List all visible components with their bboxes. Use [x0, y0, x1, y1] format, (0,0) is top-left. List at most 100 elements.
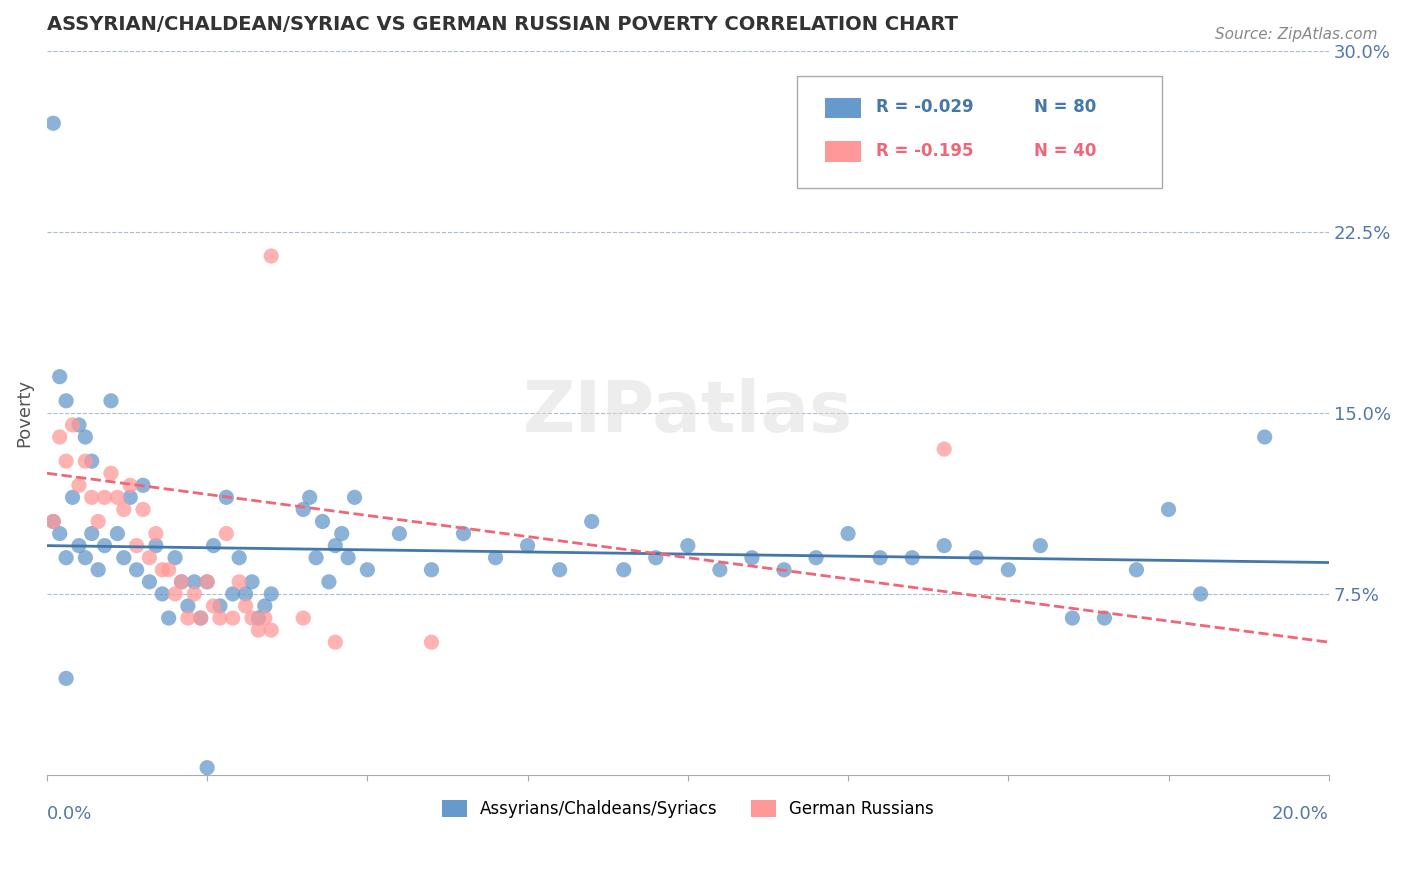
- Point: [247, 623, 270, 637]
- Point: [87, 563, 110, 577]
- FancyBboxPatch shape: [797, 76, 1163, 188]
- Point: [112, 502, 135, 516]
- Text: Source: ZipAtlas.com: Source: ZipAtlas.com: [1215, 27, 1378, 42]
- FancyBboxPatch shape: [825, 98, 860, 118]
- Point: [837, 526, 859, 541]
- Point: [869, 550, 891, 565]
- Text: ZIPatlas: ZIPatlas: [523, 378, 853, 448]
- Point: [323, 635, 346, 649]
- Point: [741, 550, 763, 565]
- Point: [240, 574, 263, 589]
- Point: [613, 563, 636, 577]
- Point: [42, 515, 65, 529]
- Point: [934, 442, 956, 456]
- Point: [145, 526, 167, 541]
- Point: [453, 526, 475, 541]
- Point: [292, 502, 315, 516]
- Point: [235, 599, 257, 613]
- Point: [80, 454, 103, 468]
- Point: [356, 563, 378, 577]
- Point: [48, 526, 70, 541]
- Point: [343, 491, 366, 505]
- Point: [157, 611, 180, 625]
- Point: [208, 599, 231, 613]
- Point: [965, 550, 987, 565]
- Point: [100, 467, 122, 481]
- Point: [1125, 563, 1147, 577]
- Point: [150, 563, 173, 577]
- Point: [112, 550, 135, 565]
- Point: [177, 599, 200, 613]
- Point: [170, 574, 193, 589]
- Text: N = 80: N = 80: [1033, 98, 1097, 116]
- Point: [804, 550, 827, 565]
- Point: [80, 491, 103, 505]
- Point: [240, 611, 263, 625]
- Point: [100, 393, 122, 408]
- Point: [105, 526, 128, 541]
- Point: [235, 587, 257, 601]
- Point: [138, 574, 160, 589]
- Point: [48, 369, 70, 384]
- Point: [165, 587, 187, 601]
- Point: [247, 611, 270, 625]
- Point: [516, 539, 538, 553]
- Point: [132, 502, 155, 516]
- Point: [1157, 502, 1180, 516]
- Text: ASSYRIAN/CHALDEAN/SYRIAC VS GERMAN RUSSIAN POVERTY CORRELATION CHART: ASSYRIAN/CHALDEAN/SYRIAC VS GERMAN RUSSI…: [46, 15, 957, 34]
- Point: [105, 491, 128, 505]
- Point: [150, 587, 173, 601]
- Point: [157, 563, 180, 577]
- Point: [260, 587, 283, 601]
- Legend: Assyrians/Chaldeans/Syriacs, German Russians: Assyrians/Chaldeans/Syriacs, German Russ…: [434, 793, 941, 824]
- Point: [48, 430, 70, 444]
- Point: [208, 611, 231, 625]
- Point: [337, 550, 360, 565]
- Point: [484, 550, 506, 565]
- Point: [323, 539, 346, 553]
- Point: [145, 539, 167, 553]
- Point: [183, 574, 205, 589]
- Point: [934, 539, 956, 553]
- Point: [901, 550, 924, 565]
- Point: [67, 478, 90, 492]
- Point: [222, 611, 245, 625]
- Point: [1253, 430, 1275, 444]
- Point: [330, 526, 353, 541]
- Point: [195, 574, 218, 589]
- Point: [215, 491, 238, 505]
- Point: [55, 672, 77, 686]
- Point: [228, 574, 250, 589]
- Point: [195, 761, 218, 775]
- Point: [80, 526, 103, 541]
- Point: [75, 430, 97, 444]
- Point: [138, 550, 160, 565]
- Point: [388, 526, 411, 541]
- Point: [170, 574, 193, 589]
- Point: [75, 550, 97, 565]
- Point: [253, 599, 276, 613]
- Point: [709, 563, 731, 577]
- Point: [132, 478, 155, 492]
- Point: [62, 417, 84, 432]
- Text: R = -0.195: R = -0.195: [876, 142, 974, 160]
- Point: [260, 623, 283, 637]
- FancyBboxPatch shape: [825, 141, 860, 161]
- Point: [190, 611, 212, 625]
- Point: [292, 611, 315, 625]
- Point: [190, 611, 212, 625]
- Point: [260, 249, 283, 263]
- Point: [165, 550, 187, 565]
- Point: [311, 515, 333, 529]
- Point: [55, 393, 77, 408]
- Point: [202, 539, 225, 553]
- Point: [215, 526, 238, 541]
- Point: [195, 574, 218, 589]
- Point: [1189, 587, 1212, 601]
- Point: [202, 599, 225, 613]
- Point: [1029, 539, 1052, 553]
- Point: [305, 550, 328, 565]
- Point: [318, 574, 340, 589]
- Point: [644, 550, 666, 565]
- Point: [125, 563, 148, 577]
